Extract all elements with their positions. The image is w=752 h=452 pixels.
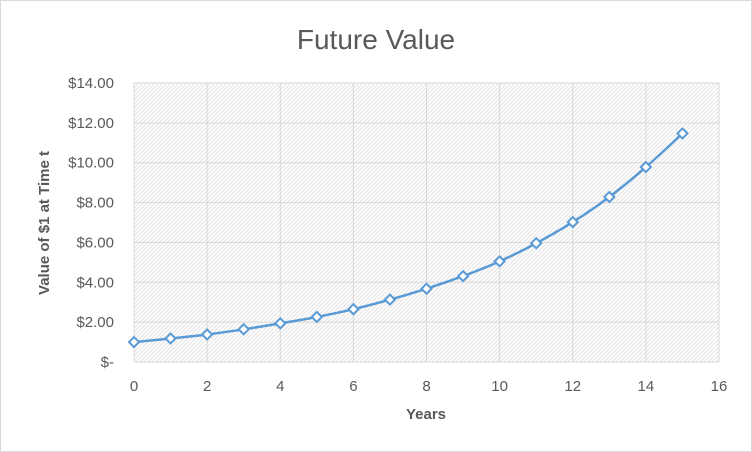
y-tick-label: $12.00 [68, 115, 114, 132]
series-line [133, 132, 684, 344]
x-tick-label: 6 [349, 378, 357, 395]
data-point-marker [237, 322, 251, 336]
y-tick-label: $4.00 [76, 274, 114, 291]
y-tick-label: $10.00 [68, 155, 114, 172]
data-point-marker [164, 332, 177, 345]
x-tick-label: 0 [130, 378, 138, 395]
data-point-marker [602, 190, 616, 204]
y-tick-label: $6.00 [76, 234, 114, 251]
series-layer [127, 127, 689, 349]
data-point-marker [639, 160, 653, 174]
data-point-marker [273, 316, 287, 330]
chart-title: Future Value [297, 24, 455, 55]
data-point-marker [200, 328, 214, 341]
y-tick-label: $8.00 [76, 195, 114, 212]
data-point-marker [420, 282, 433, 296]
x-tick-label: 10 [491, 378, 508, 395]
data-point-marker [456, 269, 470, 283]
data-point-marker [493, 254, 507, 268]
x-tick-label: 16 [711, 378, 728, 395]
y-tick-label: $2.00 [76, 314, 114, 331]
x-tick-label: 14 [638, 378, 655, 395]
data-point-marker [346, 302, 360, 316]
y-tick-label: $14.00 [68, 75, 114, 92]
y-axis-ticks: $- $2.00 $4.00 $6.00 $8.00 $10.00 $12.00 $14.00 [68, 75, 114, 371]
data-point-marker [566, 215, 580, 229]
data-point-marker [127, 335, 141, 349]
x-tick-label: 8 [422, 378, 430, 395]
x-axis-ticks: 0 2 4 6 8 10 12 14 16 [130, 378, 728, 395]
y-axis-title: Value of $1 at Time t [36, 151, 53, 295]
x-axis-title: Years [406, 406, 446, 423]
data-point-marker [676, 127, 689, 140]
gridlines [133, 82, 720, 363]
data-point-marker [310, 310, 324, 324]
x-tick-label: 2 [203, 378, 211, 395]
data-point-marker [529, 236, 543, 250]
x-tick-label: 4 [276, 378, 284, 395]
data-point-marker [383, 293, 397, 307]
y-tick-label: $- [101, 354, 114, 371]
x-tick-label: 12 [564, 378, 581, 395]
